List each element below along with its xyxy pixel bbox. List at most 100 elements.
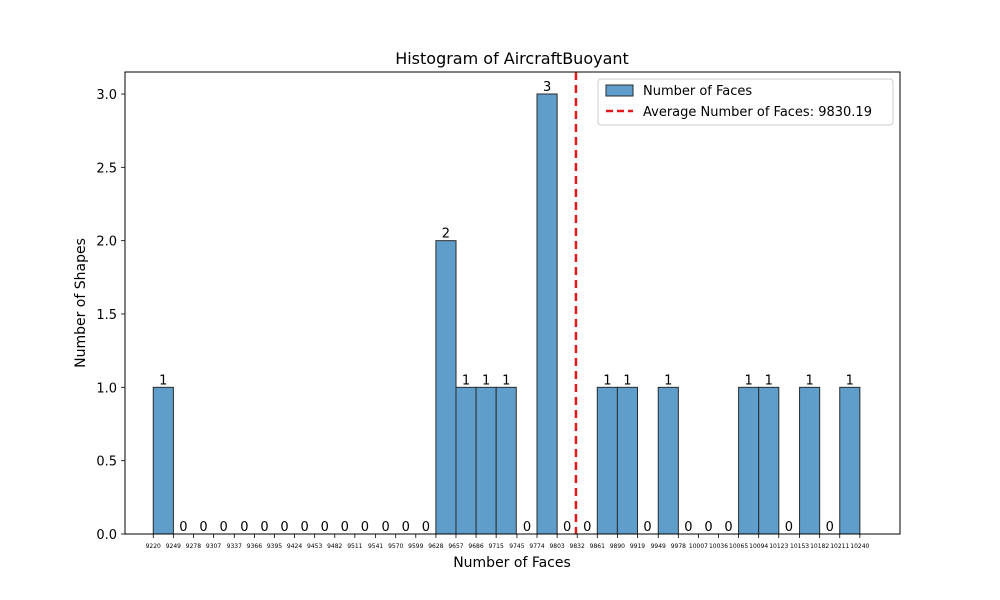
x-tick-label: 9570 xyxy=(388,543,403,550)
x-tick-label: 9745 xyxy=(509,543,524,550)
plot-frame xyxy=(124,71,901,535)
x-tick-label: 9424 xyxy=(287,543,302,550)
bar-value-label: 0 xyxy=(826,520,834,535)
histogram-bar xyxy=(455,386,477,535)
x-tick-label: 10182 xyxy=(810,543,829,550)
x-axis-label: Number of Faces xyxy=(453,555,571,571)
x-tick-label: 9278 xyxy=(186,543,201,550)
x-tick-label: 9307 xyxy=(206,543,221,550)
bar-value-label: 0 xyxy=(280,520,288,535)
histogram-bar xyxy=(799,386,821,535)
x-tick-label: 9832 xyxy=(570,543,585,550)
bar-value-label: 0 xyxy=(321,520,329,535)
histogram-bar xyxy=(657,386,679,535)
x-tick-label: 9541 xyxy=(368,543,383,550)
bar-value-label: 1 xyxy=(805,373,813,388)
histogram-bar xyxy=(616,386,638,535)
histogram-bar xyxy=(536,93,558,535)
x-tick-label: 9657 xyxy=(448,543,463,550)
bar-value-label: 0 xyxy=(402,520,410,535)
bar-value-label: 1 xyxy=(482,373,490,388)
bar-value-label: 0 xyxy=(704,520,712,535)
x-tick-label: 9919 xyxy=(630,543,645,550)
y-axis-label: Number of Shapes xyxy=(73,238,89,368)
bar-value-label: 0 xyxy=(422,520,430,535)
legend: Number of Faces Average Number of Faces:… xyxy=(597,78,894,126)
x-tick-label: 10153 xyxy=(790,543,809,550)
bar-value-label: 0 xyxy=(361,520,369,535)
bar-value-label: 1 xyxy=(745,373,753,388)
x-tick-label: 10065 xyxy=(729,543,748,550)
y-tick-label: 2.0 xyxy=(96,235,117,250)
bar-value-label: 1 xyxy=(462,373,470,388)
y-tick-label: 1.5 xyxy=(96,308,117,323)
x-tick-label: 9511 xyxy=(347,543,362,550)
bar-value-label: 1 xyxy=(502,373,510,388)
bar-value-label: 1 xyxy=(846,373,854,388)
x-tick-label: 9686 xyxy=(468,543,483,550)
chart-title: Histogram of AircraftBuoyant xyxy=(395,49,629,68)
histogram-bar xyxy=(475,386,497,535)
bar-value-label: 0 xyxy=(300,520,308,535)
x-tick-label: 9220 xyxy=(146,543,161,550)
histogram-bar xyxy=(758,386,780,535)
bar-value-label: 1 xyxy=(603,373,611,388)
bar-value-label: 0 xyxy=(219,520,227,535)
bar-value-label: 1 xyxy=(664,373,672,388)
x-tick-label: 9628 xyxy=(428,543,443,550)
y-tick-label: 0.5 xyxy=(96,455,117,470)
x-tick-label: 9715 xyxy=(489,543,504,550)
bar-value-label: 1 xyxy=(623,373,631,388)
bar-value-label: 0 xyxy=(523,520,531,535)
y-tick-label: 3.0 xyxy=(96,88,117,103)
bar-value-label: 0 xyxy=(684,520,692,535)
bar-value-label: 0 xyxy=(785,520,793,535)
x-tick-label: 9337 xyxy=(227,543,242,550)
x-tick-label: 9599 xyxy=(408,543,423,550)
bars-group xyxy=(152,93,861,535)
x-tick-label: 10094 xyxy=(749,543,768,550)
y-tick-label: 2.5 xyxy=(96,161,117,176)
bar-value-label: 0 xyxy=(563,520,571,535)
legend-bar-swatch xyxy=(605,84,634,97)
x-tick-label: 10007 xyxy=(689,543,708,550)
x-tick-label: 9453 xyxy=(307,543,322,550)
x-tick-label: 9890 xyxy=(610,543,625,550)
histogram-bar xyxy=(435,240,457,535)
bar-value-label: 1 xyxy=(159,373,167,388)
histogram-bar xyxy=(596,386,618,535)
bar-value-label: 0 xyxy=(724,520,732,535)
bar-value-label: 0 xyxy=(240,520,248,535)
legend-box xyxy=(597,78,894,126)
x-tick-label: 9482 xyxy=(327,543,342,550)
histogram-bar xyxy=(738,386,760,535)
x-tick-label: 10123 xyxy=(769,543,788,550)
bar-value-label: 0 xyxy=(341,520,349,535)
y-ticks-group: 0.0 0.5 1.0 1.5 2.0 2.5 3.0 xyxy=(96,88,125,543)
x-tick-label: 9803 xyxy=(549,543,564,550)
bar-value-label: 1 xyxy=(765,373,773,388)
x-tick-label: 9249 xyxy=(166,543,181,550)
x-tick-label: 10211 xyxy=(830,543,849,550)
x-tick-label: 10036 xyxy=(709,543,728,550)
histogram-bar xyxy=(839,386,861,535)
legend-average-label: Average Number of Faces: 9830.19 xyxy=(643,105,872,120)
y-tick-label: 0.0 xyxy=(96,528,117,543)
histogram-bar xyxy=(152,386,174,535)
x-tick-label: 9395 xyxy=(267,543,282,550)
x-tick-label: 9366 xyxy=(247,543,262,550)
legend-bars-label: Number of Faces xyxy=(643,84,752,99)
bar-value-label: 3 xyxy=(543,80,551,95)
bar-value-label: 0 xyxy=(199,520,207,535)
bar-value-label: 0 xyxy=(643,520,651,535)
bar-value-label: 0 xyxy=(382,520,390,535)
histogram-bar xyxy=(495,386,517,535)
x-tick-label: 9861 xyxy=(590,543,605,550)
bar-value-label: 0 xyxy=(179,520,187,535)
y-tick-label: 1.0 xyxy=(96,381,117,396)
bar-value-label: 0 xyxy=(583,520,591,535)
x-tick-label: 9774 xyxy=(529,543,544,550)
x-ticks-group: 9220 9249 9278 9307 9337 9366 9395 9424 9453 9482… xyxy=(146,534,870,550)
bar-value-label: 0 xyxy=(260,520,268,535)
